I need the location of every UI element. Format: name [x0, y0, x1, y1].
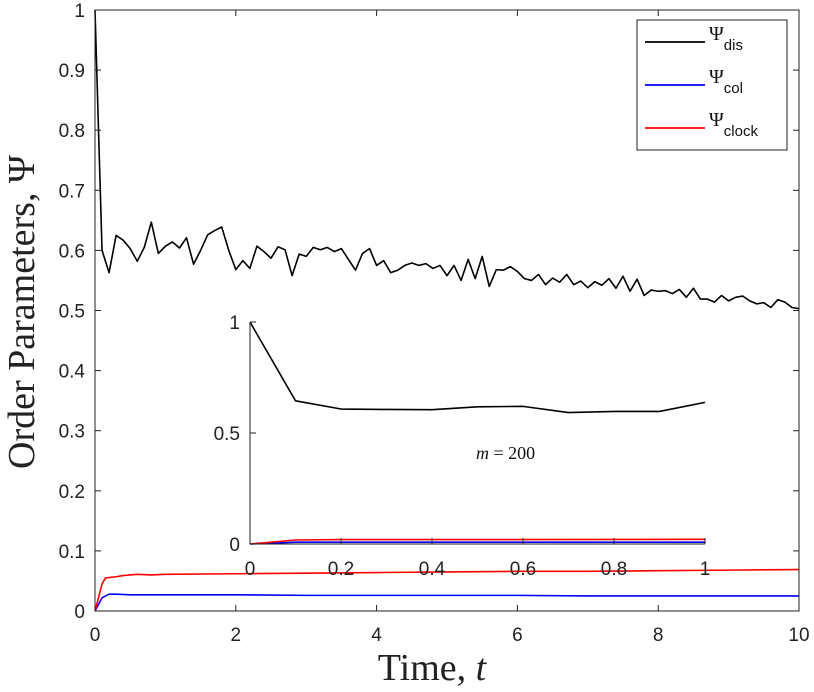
legend-label-col: Ψcol [709, 66, 743, 97]
main-x-tick-label: 2 [231, 625, 242, 646]
main-y-tick-label: 0.4 [59, 362, 86, 383]
legend-label-clock: Ψclock [709, 109, 758, 140]
inset-y-tick-label: 0.5 [214, 424, 240, 445]
inset-annotation-rest: = 200 [489, 443, 535, 463]
main-x-tick-label: 6 [512, 625, 523, 646]
inset-x-tick-label: 0.4 [419, 559, 446, 580]
x-axis-label-text: Time, [378, 647, 476, 689]
y-axis-label-var: Ψ [1, 155, 43, 183]
main-y-tick-label: 0.5 [59, 302, 85, 323]
y-axis-label-text: Order Parameters, [1, 183, 43, 469]
main-x-tick-label: 4 [371, 625, 382, 646]
legend-symbol: Ψ [709, 109, 724, 131]
main-y-tick-label: 1 [74, 1, 85, 22]
main-series-line-2 [94, 568, 800, 612]
main-series-line-0 [94, 9, 800, 310]
main-y-tick-label: 0.7 [59, 181, 85, 202]
inset-plot: 0 0.2 0.4 0.6 0.8 1 0 0.5 1 m = 200 [214, 313, 711, 580]
main-x-tick-label: 8 [653, 625, 664, 646]
main-y-tick-label: 0.2 [59, 482, 85, 503]
main-series-line-1 [94, 593, 799, 612]
x-axis-label: Time, t [378, 647, 488, 689]
inset-annotation: m = 200 [476, 443, 535, 463]
legend-subscript: col [724, 80, 743, 97]
inset-y-tick-label: 0 [229, 535, 240, 556]
main-y-tick-label: 0.9 [59, 61, 85, 82]
legend-subscript: clock [724, 123, 759, 140]
legend-label-dis: Ψdis [709, 23, 743, 54]
legend-subscript: dis [724, 37, 743, 54]
inset-ticks-group: 0 0.2 0.4 0.6 0.8 1 0 0.5 1 [214, 313, 711, 580]
inset-x-tick-label: 0.6 [510, 559, 536, 580]
x-axis-label-var: t [476, 647, 488, 689]
inset-x-tick-label: 1 [700, 559, 711, 580]
main-y-tick-label: 0.8 [59, 121, 85, 142]
main-x-tick-label: 10 [788, 625, 809, 646]
main-series-group [94, 9, 800, 612]
inset-x-tick-label: 0.2 [328, 559, 354, 580]
legend-symbol: Ψ [709, 66, 724, 88]
inset-x-tick-label: 0.8 [601, 559, 627, 580]
inset-x-tick-label: 0 [245, 559, 256, 580]
main-y-tick-label: 0.1 [59, 542, 85, 563]
inset-y-tick-label: 1 [229, 313, 240, 334]
inset-series-line-0 [249, 321, 706, 414]
main-y-tick-label: 0.6 [59, 241, 85, 262]
inset-plot-area [250, 322, 705, 544]
main-y-tick-label: 0.3 [59, 422, 85, 443]
legend-symbol: Ψ [709, 23, 724, 45]
inset-annotation-var: m [476, 443, 489, 463]
y-axis-label: Order Parameters, Ψ [1, 155, 43, 469]
main-x-tick-label: 0 [90, 625, 101, 646]
main-y-tick-label: 0 [74, 602, 85, 623]
